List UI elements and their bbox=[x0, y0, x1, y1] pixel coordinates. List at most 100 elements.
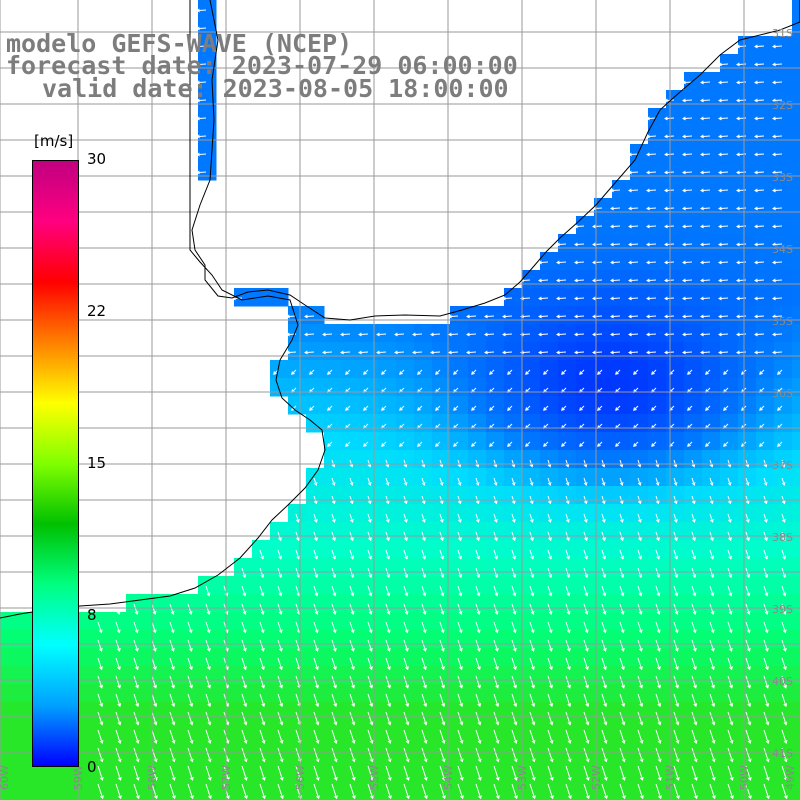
wind-arrow-head bbox=[196, 98, 200, 103]
wind-cell bbox=[720, 540, 739, 559]
wind-arrow-head bbox=[664, 206, 668, 211]
wind-arrow bbox=[583, 621, 588, 633]
wind-cell bbox=[630, 252, 649, 271]
wind-arrow bbox=[205, 639, 211, 652]
wind-cell bbox=[666, 594, 685, 613]
wind-cell bbox=[162, 630, 181, 649]
wind-arrow bbox=[682, 351, 693, 354]
wind-cell bbox=[720, 702, 739, 721]
wind-cell bbox=[738, 774, 757, 793]
wind-cell bbox=[558, 522, 577, 541]
wind-arrow bbox=[601, 765, 608, 781]
wind-cell bbox=[540, 432, 559, 451]
wind-arrow-head bbox=[363, 407, 367, 411]
wind-arrow-head bbox=[417, 407, 421, 411]
wind-arrow-head bbox=[568, 795, 572, 800]
wind-arrow-head bbox=[538, 296, 542, 301]
wind-arrow-head bbox=[664, 332, 668, 337]
wind-cell bbox=[378, 594, 397, 613]
wind-arrow-head bbox=[592, 314, 596, 319]
wind-cell bbox=[396, 540, 415, 559]
wind-cell bbox=[486, 612, 505, 631]
wind-arrow bbox=[313, 675, 319, 688]
wind-arrow-head bbox=[711, 740, 716, 744]
wind-arrow-head bbox=[484, 332, 488, 337]
wind-cell bbox=[126, 648, 145, 667]
wind-cell bbox=[774, 54, 793, 73]
wind-arrow bbox=[529, 657, 535, 670]
wind-cell bbox=[288, 666, 307, 685]
wind-arrow-head bbox=[763, 500, 768, 505]
wind-arrow bbox=[196, 81, 207, 84]
wind-arrow bbox=[277, 747, 283, 762]
wind-cell bbox=[504, 576, 523, 595]
wind-cell bbox=[594, 594, 613, 613]
wind-arrow-head bbox=[783, 666, 787, 671]
wind-arrow-head bbox=[691, 500, 696, 505]
wind-arrow-head bbox=[423, 721, 428, 726]
wind-cell bbox=[576, 684, 595, 703]
wind-arrow-head bbox=[331, 518, 336, 523]
wind-arrow-head bbox=[747, 684, 751, 689]
wind-arrow-head bbox=[682, 170, 686, 175]
wind-arrow bbox=[619, 729, 625, 744]
wind-arrow bbox=[583, 603, 588, 615]
wind-arrow bbox=[736, 99, 747, 102]
wind-arrow-head bbox=[440, 611, 445, 616]
wind-arrow bbox=[205, 765, 212, 781]
wind-arrow-head bbox=[512, 555, 517, 560]
wind-cell bbox=[720, 738, 739, 757]
wind-arrow bbox=[313, 513, 318, 523]
wind-cell bbox=[720, 774, 739, 793]
wind-arrow-head bbox=[476, 592, 481, 597]
wind-arrow bbox=[399, 405, 405, 411]
wind-arrow-head bbox=[477, 776, 482, 781]
wind-arrow bbox=[736, 189, 747, 192]
wind-arrow-head bbox=[574, 296, 578, 301]
wind-arrow-head bbox=[424, 795, 428, 800]
wind-cell bbox=[648, 144, 667, 163]
wind-arrow bbox=[259, 693, 265, 707]
wind-cell bbox=[576, 504, 595, 523]
wind-arrow-head bbox=[502, 350, 506, 355]
wind-cell bbox=[270, 594, 289, 613]
wind-cell bbox=[738, 180, 757, 199]
wind-arrow bbox=[718, 333, 729, 336]
wind-arrow bbox=[763, 549, 768, 559]
wind-arrow bbox=[489, 441, 495, 447]
wind-cell bbox=[702, 468, 721, 487]
wind-cell bbox=[612, 540, 631, 559]
wind-arrow bbox=[421, 477, 425, 486]
wind-arrow-head bbox=[628, 314, 632, 319]
wind-arrow-head bbox=[727, 500, 732, 505]
wind-arrow bbox=[601, 513, 606, 523]
wind-cell bbox=[18, 648, 37, 667]
wind-cell bbox=[666, 738, 685, 757]
wind-cell bbox=[504, 504, 523, 523]
wind-cell bbox=[738, 576, 757, 595]
wind-arrow bbox=[646, 153, 657, 156]
wind-cell bbox=[216, 648, 235, 667]
wind-arrow-head bbox=[279, 740, 284, 744]
wind-cell bbox=[324, 504, 343, 523]
wind-arrow-head bbox=[747, 758, 752, 763]
wind-arrow bbox=[718, 261, 729, 264]
wind-arrow-head bbox=[700, 116, 704, 121]
wind-cell bbox=[774, 216, 793, 235]
wind-cell bbox=[288, 756, 307, 775]
wind-arrow-head bbox=[404, 647, 409, 652]
wind-arrow-head bbox=[477, 666, 481, 671]
wind-arrow-head bbox=[765, 758, 770, 763]
wind-arrow-head bbox=[718, 206, 722, 211]
wind-arrow-head bbox=[718, 314, 722, 319]
wind-cell bbox=[252, 720, 271, 739]
wind-arrow bbox=[169, 603, 174, 615]
wind-arrow bbox=[673, 693, 679, 707]
wind-arrow-head bbox=[459, 684, 463, 689]
wind-cell bbox=[684, 216, 703, 235]
wind-arrow-head bbox=[116, 647, 121, 652]
wind-cell bbox=[648, 306, 667, 325]
wind-arrow bbox=[295, 675, 301, 688]
wind-cell bbox=[216, 774, 235, 793]
wind-arrow bbox=[291, 369, 297, 375]
